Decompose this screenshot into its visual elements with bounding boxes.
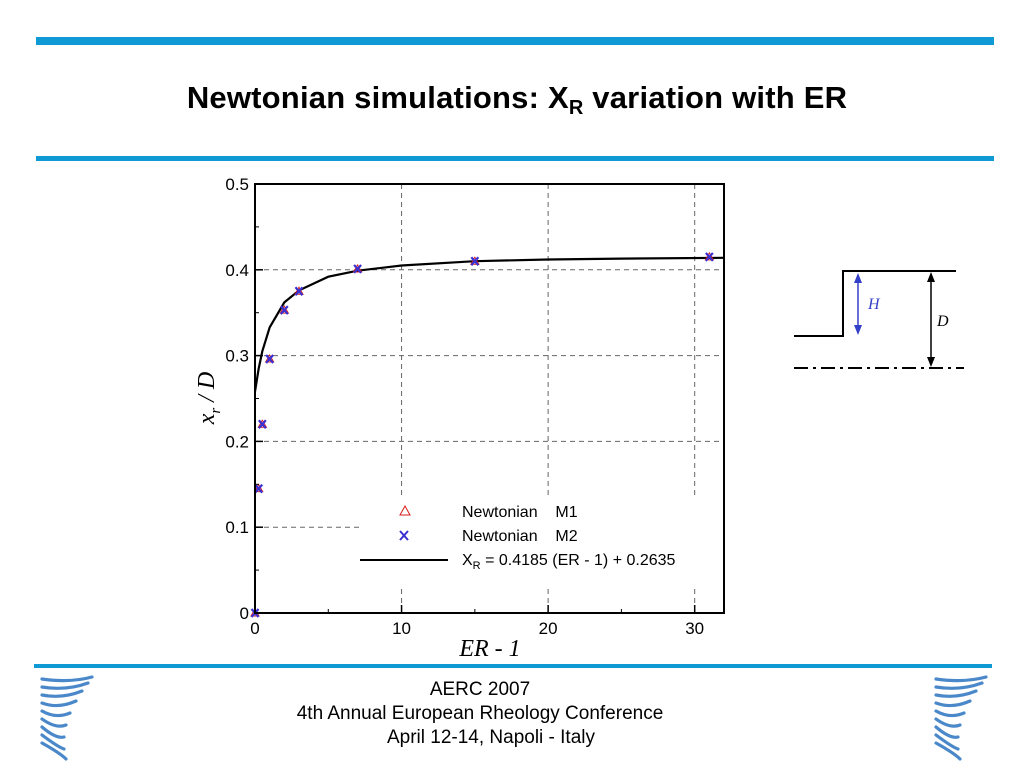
data-point-m2 — [294, 286, 304, 296]
top-rule — [36, 37, 994, 45]
backward-step-sketch: H D — [794, 270, 964, 369]
data-point-m2 — [470, 256, 480, 266]
data-point-m1 — [704, 251, 715, 261]
fit-curve — [255, 256, 724, 392]
title-rule — [36, 156, 994, 161]
title-main: Newtonian simulations: X — [186, 80, 569, 115]
data-point-m1 — [264, 354, 275, 363]
data-point-m1 — [257, 419, 268, 428]
footer-conference-name: AERC 2007 — [429, 679, 531, 700]
conference-logo-left — [40, 675, 94, 761]
d-label: D — [936, 313, 949, 330]
legend-fit-prefix: X — [462, 552, 473, 569]
h-arrow-head-up — [854, 273, 862, 283]
data-point-m1 — [279, 305, 290, 314]
x-axis-label: ER - 1 — [458, 636, 520, 662]
legend-m2-label: Newtonian M2 — [462, 528, 578, 545]
y-tick-label: 0.2 — [225, 432, 249, 451]
legend-m1-label: Newtonian M1 — [462, 504, 578, 521]
title-rest: variation with ER — [583, 80, 848, 115]
y-tick-label: 0.5 — [225, 175, 249, 194]
h-label: H — [867, 296, 881, 313]
data-point-m1 — [253, 483, 264, 493]
h-arrow-head-down — [854, 325, 862, 335]
footer: AERC 2007 4th Annual European Rheology C… — [250, 678, 710, 750]
data-point-m2 — [254, 483, 263, 494]
footer-conference-title: 4th Annual European Rheology Conference — [296, 703, 664, 724]
legend-fit-rest: = 0.4185 (ER - 1) + 0.2635 — [481, 552, 676, 569]
legend-m1-marker — [399, 504, 411, 516]
x-tick-label: 10 — [392, 619, 411, 638]
footer-conference-date: April 12-14, Napoli - Italy — [386, 727, 596, 748]
footer-rule — [34, 664, 992, 668]
axis-ticks — [254, 183, 696, 614]
legend-fit-label: XR = 0.4185 (ER - 1) + 0.2635 — [462, 552, 676, 572]
x-tick-label: 20 — [539, 619, 558, 638]
y-axis-label-subscript: r — [208, 408, 224, 414]
data-point-m2 — [705, 252, 714, 262]
y-tick-label: 0.3 — [225, 347, 249, 366]
step-wall — [794, 270, 956, 337]
x-tick-label: 30 — [685, 619, 704, 638]
y-axis-label: xr / D — [194, 372, 224, 426]
fit-curve-group — [255, 256, 724, 392]
legend-m2-marker — [399, 530, 409, 541]
y-tick-label: 0.1 — [225, 518, 249, 537]
tick-labels: 0 10 20 30 0 0.1 0.2 0.3 0.4 0.5 — [225, 175, 704, 638]
data-point-m2 — [353, 264, 362, 274]
data-point-m2 — [279, 305, 289, 315]
legend-fit-subscript: R — [473, 560, 481, 572]
data-point-m1 — [352, 263, 363, 273]
title-subscript: R — [568, 97, 584, 119]
slide-title: Newtonian simulations: XR variation with… — [0, 80, 1024, 120]
y-axis-label-base: x — [194, 413, 220, 425]
y-tick-label: 0.4 — [225, 261, 249, 280]
data-point-m1 — [469, 256, 480, 265]
chart-legend: Newtonian M1 Newtonian M2 XR = 0.4185 (E… — [360, 504, 676, 572]
y-tick-label: 0 — [240, 604, 249, 623]
data-point-m1 — [294, 286, 304, 295]
conference-logo-right — [934, 675, 988, 761]
y-axis-label-rest: / D — [194, 372, 220, 408]
d-arrow-head-up — [927, 272, 935, 282]
data-point-m2 — [258, 419, 267, 429]
d-arrow-head-down — [927, 357, 935, 367]
legend-background — [362, 495, 724, 587]
data-point-m2 — [265, 354, 274, 364]
x-tick-label: 0 — [250, 619, 259, 638]
